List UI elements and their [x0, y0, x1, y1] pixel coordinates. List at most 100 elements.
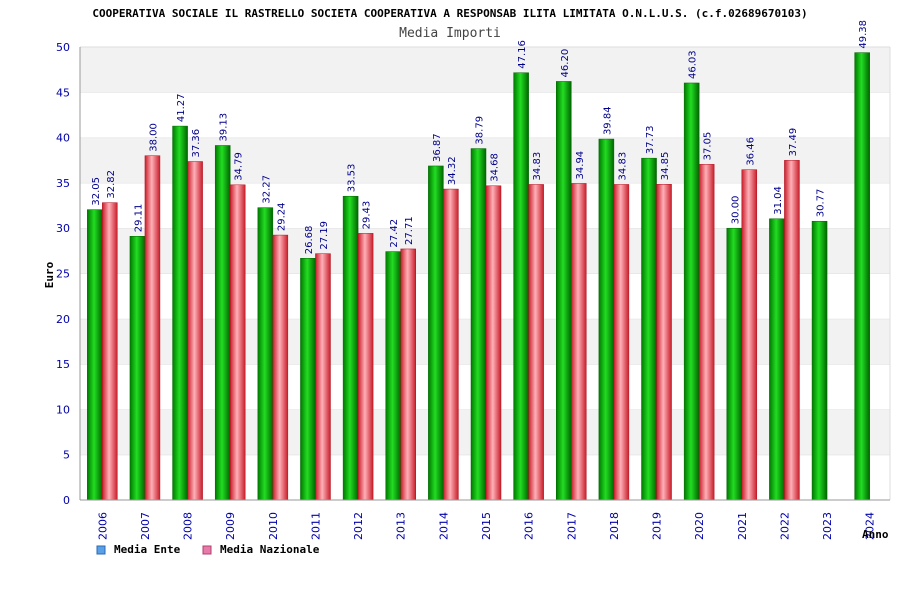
value-label: 39.13	[219, 113, 230, 142]
y-tick-label: 0	[63, 494, 70, 507]
value-label: 41.27	[176, 93, 187, 122]
value-label: 34.94	[575, 151, 586, 180]
x-tick-label: 2014	[437, 512, 450, 540]
value-label: 37.05	[703, 132, 714, 161]
value-label: 33.53	[347, 164, 358, 193]
value-label: 37.73	[645, 126, 656, 155]
legend-swatch-media-ente	[96, 545, 106, 555]
value-label: 36.46	[745, 137, 756, 166]
bar-media-nazionale	[357, 233, 374, 501]
x-tick-label: 2022	[778, 512, 791, 540]
bar-media-ente	[342, 195, 359, 501]
value-label: 38.00	[148, 123, 159, 152]
value-labels: 32.05 32.82 29.11 38.00 41.27 37.36 39.13 34.79…	[91, 20, 869, 254]
bar-media-nazionale	[485, 185, 502, 501]
value-label: 34.68	[490, 153, 501, 182]
bar-media-nazionale	[272, 234, 289, 501]
x-tick-label: 2019	[651, 512, 664, 540]
x-tick-label: 2021	[736, 512, 749, 540]
bar-media-nazionale	[528, 184, 544, 501]
x-tick-label: 2017	[565, 512, 578, 540]
x-tick-label: 2020	[693, 512, 706, 540]
bar-media-ente	[513, 72, 529, 501]
grid-band	[80, 47, 890, 93]
bar-media-ente	[769, 218, 785, 501]
bar-media-ente	[726, 227, 743, 501]
value-label: 27.42	[389, 219, 400, 248]
value-label: 47.16	[517, 40, 528, 69]
bar-media-nazionale	[443, 188, 459, 501]
bar-media-nazionale	[613, 184, 630, 501]
x-tick-label: 2016	[523, 512, 536, 540]
bar-media-nazionale	[571, 183, 587, 501]
y-tick-label: 15	[56, 358, 70, 371]
bar-media-nazionale	[400, 248, 416, 501]
x-tick-label: 2010	[267, 512, 280, 540]
value-label: 34.79	[234, 152, 245, 181]
value-label: 29.24	[276, 202, 287, 231]
value-label: 32.27	[261, 175, 272, 204]
x-tick-label: 2009	[224, 512, 237, 540]
legend-swatch-media-nazionale	[202, 545, 212, 555]
bar-media-ente	[811, 220, 828, 501]
x-tick-label: 2023	[821, 512, 834, 540]
value-label: 27.71	[404, 216, 415, 245]
value-label: 26.68	[304, 226, 315, 255]
value-label: 46.03	[688, 50, 699, 79]
x-axis-ticks: 2006 2007 2008 2009 2010 2011 2012 2013 2014 2015…	[96, 512, 876, 540]
x-tick-label: 2015	[480, 512, 493, 540]
chart-title: COOPERATIVA SOCIALE IL RASTRELLO SOCIETA…	[92, 7, 807, 20]
bar-media-nazionale	[741, 169, 758, 501]
bar-media-ente	[87, 209, 103, 501]
bar-media-ente	[854, 52, 870, 501]
bar-media-ente	[683, 82, 700, 501]
value-label: 34.83	[617, 152, 628, 181]
value-label: 37.36	[191, 129, 202, 158]
legend: Media Ente Media Nazionale	[96, 543, 320, 556]
value-label: 38.79	[475, 116, 486, 145]
bar-media-ente	[428, 165, 444, 501]
value-label: 27.19	[319, 221, 330, 250]
bar-media-nazionale	[144, 155, 161, 501]
value-label: 29.11	[133, 204, 144, 233]
y-axis-label: Euro	[43, 261, 56, 288]
x-axis-label: Anno	[862, 528, 889, 541]
y-tick-label: 10	[56, 403, 70, 416]
bars	[87, 52, 870, 501]
x-tick-label: 2008	[182, 512, 195, 540]
value-label: 36.87	[432, 133, 443, 162]
value-label: 34.85	[660, 152, 671, 181]
bar-media-nazionale	[698, 164, 715, 501]
value-label: 39.84	[602, 106, 613, 135]
value-label: 34.83	[532, 152, 543, 181]
value-label: 32.05	[91, 177, 102, 206]
value-label: 46.20	[560, 49, 571, 78]
bar-media-ente	[641, 157, 657, 501]
chart-subtitle: Media Importi	[399, 26, 501, 41]
value-label: 37.49	[788, 128, 799, 157]
bar-media-ente	[300, 258, 316, 501]
legend-label-media-ente: Media Ente	[114, 543, 181, 556]
legend-label-media-nazionale: Media Nazionale	[220, 543, 320, 556]
value-label: 49.38	[858, 20, 869, 49]
value-label: 30.77	[816, 189, 827, 218]
bar-media-ente	[556, 81, 572, 501]
y-tick-label: 40	[56, 132, 70, 145]
y-tick-label: 25	[56, 268, 70, 281]
bar-media-nazionale	[315, 253, 331, 501]
x-tick-label: 2011	[309, 512, 322, 540]
y-tick-label: 5	[63, 449, 70, 462]
grid-band	[80, 92, 890, 138]
y-tick-label: 20	[56, 313, 70, 326]
bar-media-ente	[214, 145, 231, 501]
x-tick-label: 2006	[96, 512, 109, 540]
value-label: 34.32	[447, 156, 458, 185]
bar-media-ente	[257, 207, 274, 501]
bar-media-ente	[172, 125, 188, 501]
bar-media-ente	[598, 138, 615, 501]
y-axis-ticks: 0 5 10 15 20 25 30 35 40 45 50	[56, 41, 70, 507]
y-tick-label: 30	[56, 222, 70, 235]
bar-media-ente	[385, 251, 401, 501]
x-tick-label: 2018	[608, 512, 621, 540]
